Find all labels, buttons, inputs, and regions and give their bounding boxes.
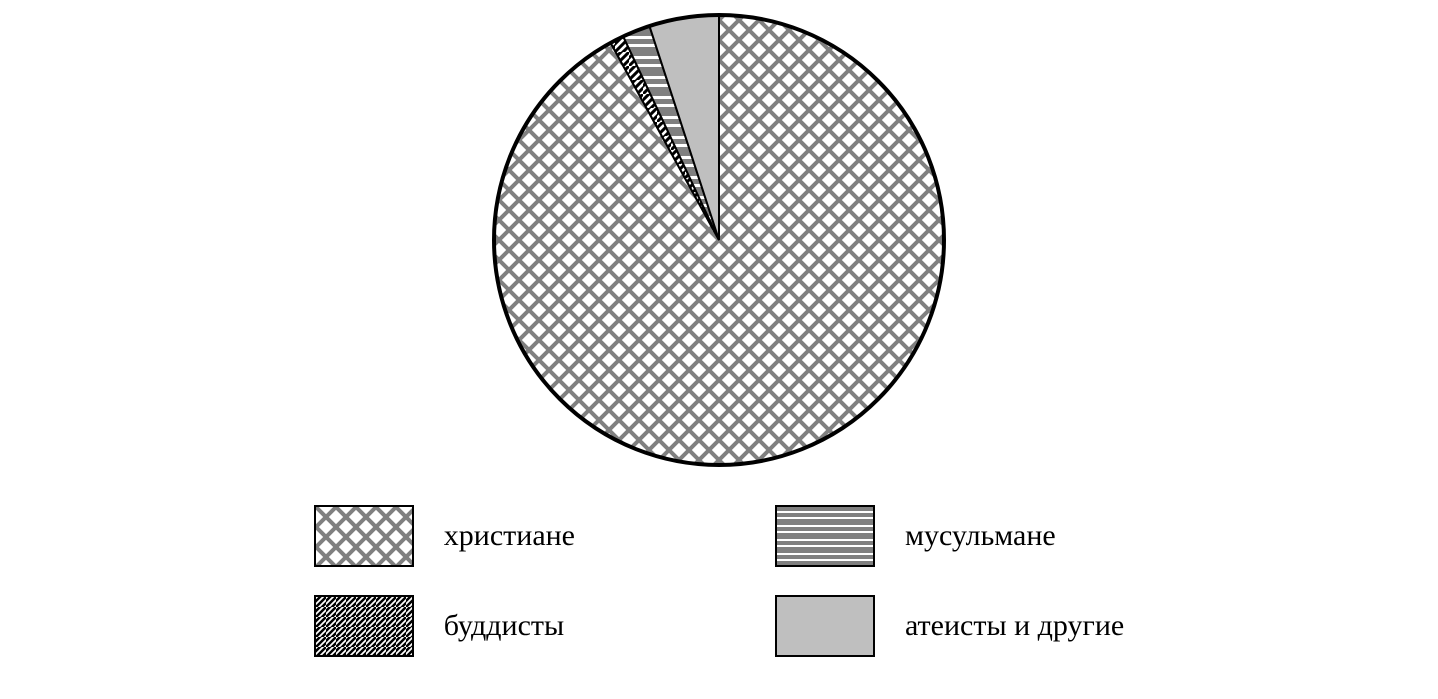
pie-chart bbox=[0, 10, 1438, 470]
legend-grid: христиане мусульмане буддисты атеисты и … bbox=[314, 505, 1124, 657]
chart-container: христиане мусульмане буддисты атеисты и … bbox=[0, 0, 1438, 699]
legend-swatch-christians bbox=[314, 505, 414, 567]
legend-item-christians: христиане bbox=[314, 505, 575, 567]
legend-label-buddhists: буддисты bbox=[444, 609, 564, 643]
legend-item-buddhists: буддисты bbox=[314, 595, 575, 657]
legend-swatch-atheists bbox=[775, 595, 875, 657]
legend-item-atheists: атеисты и другие bbox=[775, 595, 1124, 657]
legend-label-atheists: атеисты и другие bbox=[905, 609, 1124, 643]
pie-svg bbox=[489, 10, 949, 470]
legend-swatch-muslims bbox=[775, 505, 875, 567]
legend: христиане мусульмане буддисты атеисты и … bbox=[0, 505, 1438, 657]
legend-item-muslims: мусульмане bbox=[775, 505, 1124, 567]
legend-label-christians: христиане bbox=[444, 519, 575, 553]
legend-swatch-buddhists bbox=[314, 595, 414, 657]
legend-label-muslims: мусульмане bbox=[905, 519, 1056, 553]
